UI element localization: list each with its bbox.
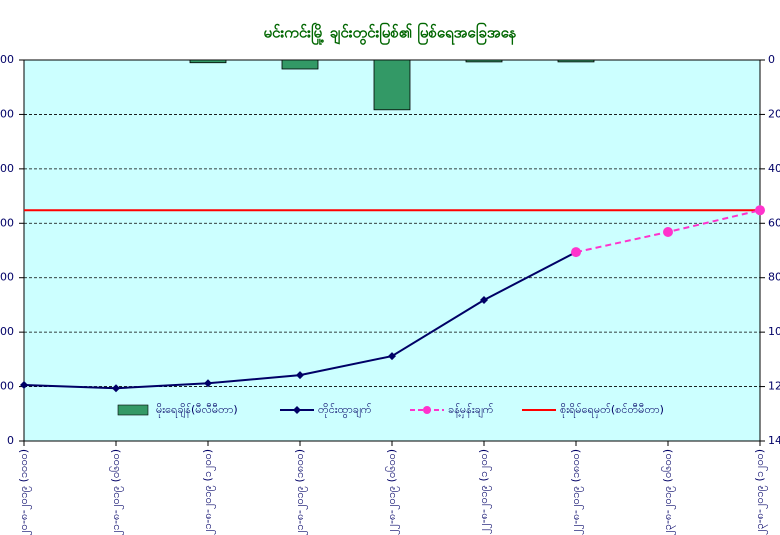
point bbox=[20, 380, 28, 389]
y-tick-label: 200 bbox=[0, 325, 14, 338]
y2-tick-label: 20 bbox=[768, 107, 780, 120]
y-tick-label: 0 bbox=[7, 434, 14, 447]
bar bbox=[465, 59, 503, 63]
x-tick-label: ၂၂-၈-၂၀၁၉ (၁၂၀၀) bbox=[477, 449, 492, 534]
point bbox=[204, 379, 212, 388]
x-tick-label: ၂၂-၈-၂၀၁၉ (၁၈၀၀) bbox=[569, 449, 584, 535]
y2-tick-label: 40 bbox=[768, 162, 780, 175]
legend-box bbox=[110, 398, 680, 422]
legend-label: ခန့်မှန်းချက် bbox=[448, 403, 494, 418]
y-tick-label: 400 bbox=[0, 216, 14, 229]
y2-tick-label: 140 bbox=[768, 434, 780, 447]
point bbox=[112, 384, 120, 393]
legend-label: မိုးရေချိန်(မီလီမီတာ) bbox=[156, 403, 238, 418]
chart-title: မင်းကင်းမြို့ ချင်းတွင်းမြစ်၏ မြစ်ရေအခြေ… bbox=[263, 22, 516, 46]
x-tick-label: ၂၁-၈-၂၀၁၉ (၁၈၀၀) bbox=[293, 449, 308, 535]
x-tick-label: ၂၁-၈-၂၀၁၉ (၁၂၀၀) bbox=[201, 449, 216, 535]
x-tick-label: ၂၀-၈-၂၀၁၉ (၁၀၀၀) bbox=[17, 449, 32, 535]
y2-tick-label: 80 bbox=[768, 271, 780, 284]
legend-marker bbox=[423, 406, 431, 414]
y-tick-label: 500 bbox=[0, 162, 14, 175]
y2-tick-label: 0 bbox=[768, 53, 775, 66]
y2-tick-label: 100 bbox=[768, 325, 780, 338]
legend-swatch bbox=[117, 404, 149, 416]
x-tick-label: ၂၁-၈-၂၀၁၉ (၀၆၀၀) bbox=[109, 449, 124, 535]
y-tick-label: 100 bbox=[0, 380, 14, 393]
point bbox=[296, 371, 304, 380]
y-tick-label: 600 bbox=[0, 107, 14, 120]
legend-marker bbox=[293, 406, 301, 414]
legend-label: တိုင်းထွာချက် bbox=[318, 403, 372, 418]
y-tick-label: 700 bbox=[0, 53, 14, 66]
plot-area bbox=[24, 60, 760, 441]
bar bbox=[281, 59, 319, 70]
bar bbox=[373, 59, 411, 111]
x-tick-label: ၂၂-၈-၂၀၁၉ (၀၆၀၀) bbox=[385, 449, 400, 535]
y-tick-label: 300 bbox=[0, 271, 14, 284]
point bbox=[480, 296, 488, 305]
point bbox=[663, 226, 673, 237]
x-tick-label: ၂၃-၈-၂၀၁၉ (၁၂၀၀) bbox=[753, 449, 768, 535]
point bbox=[388, 352, 396, 361]
y2-tick-label: 120 bbox=[768, 380, 780, 393]
bar bbox=[189, 59, 227, 64]
legend-label: စိုးရိမ်ရေမှတ်(စင်တီမီတာ) bbox=[560, 403, 664, 418]
legend: မိုးရေချိန်(မီလီမီတာ) တိုင်းထွာချက် ခန့်မှ… bbox=[110, 398, 680, 422]
bar bbox=[557, 59, 595, 63]
point bbox=[571, 247, 581, 258]
x-tick-label: ၂၃-၈-၂၀၁၉ (၀၆၀၀) bbox=[661, 449, 676, 535]
y2-tick-label: 60 bbox=[768, 216, 780, 229]
point bbox=[755, 205, 765, 216]
